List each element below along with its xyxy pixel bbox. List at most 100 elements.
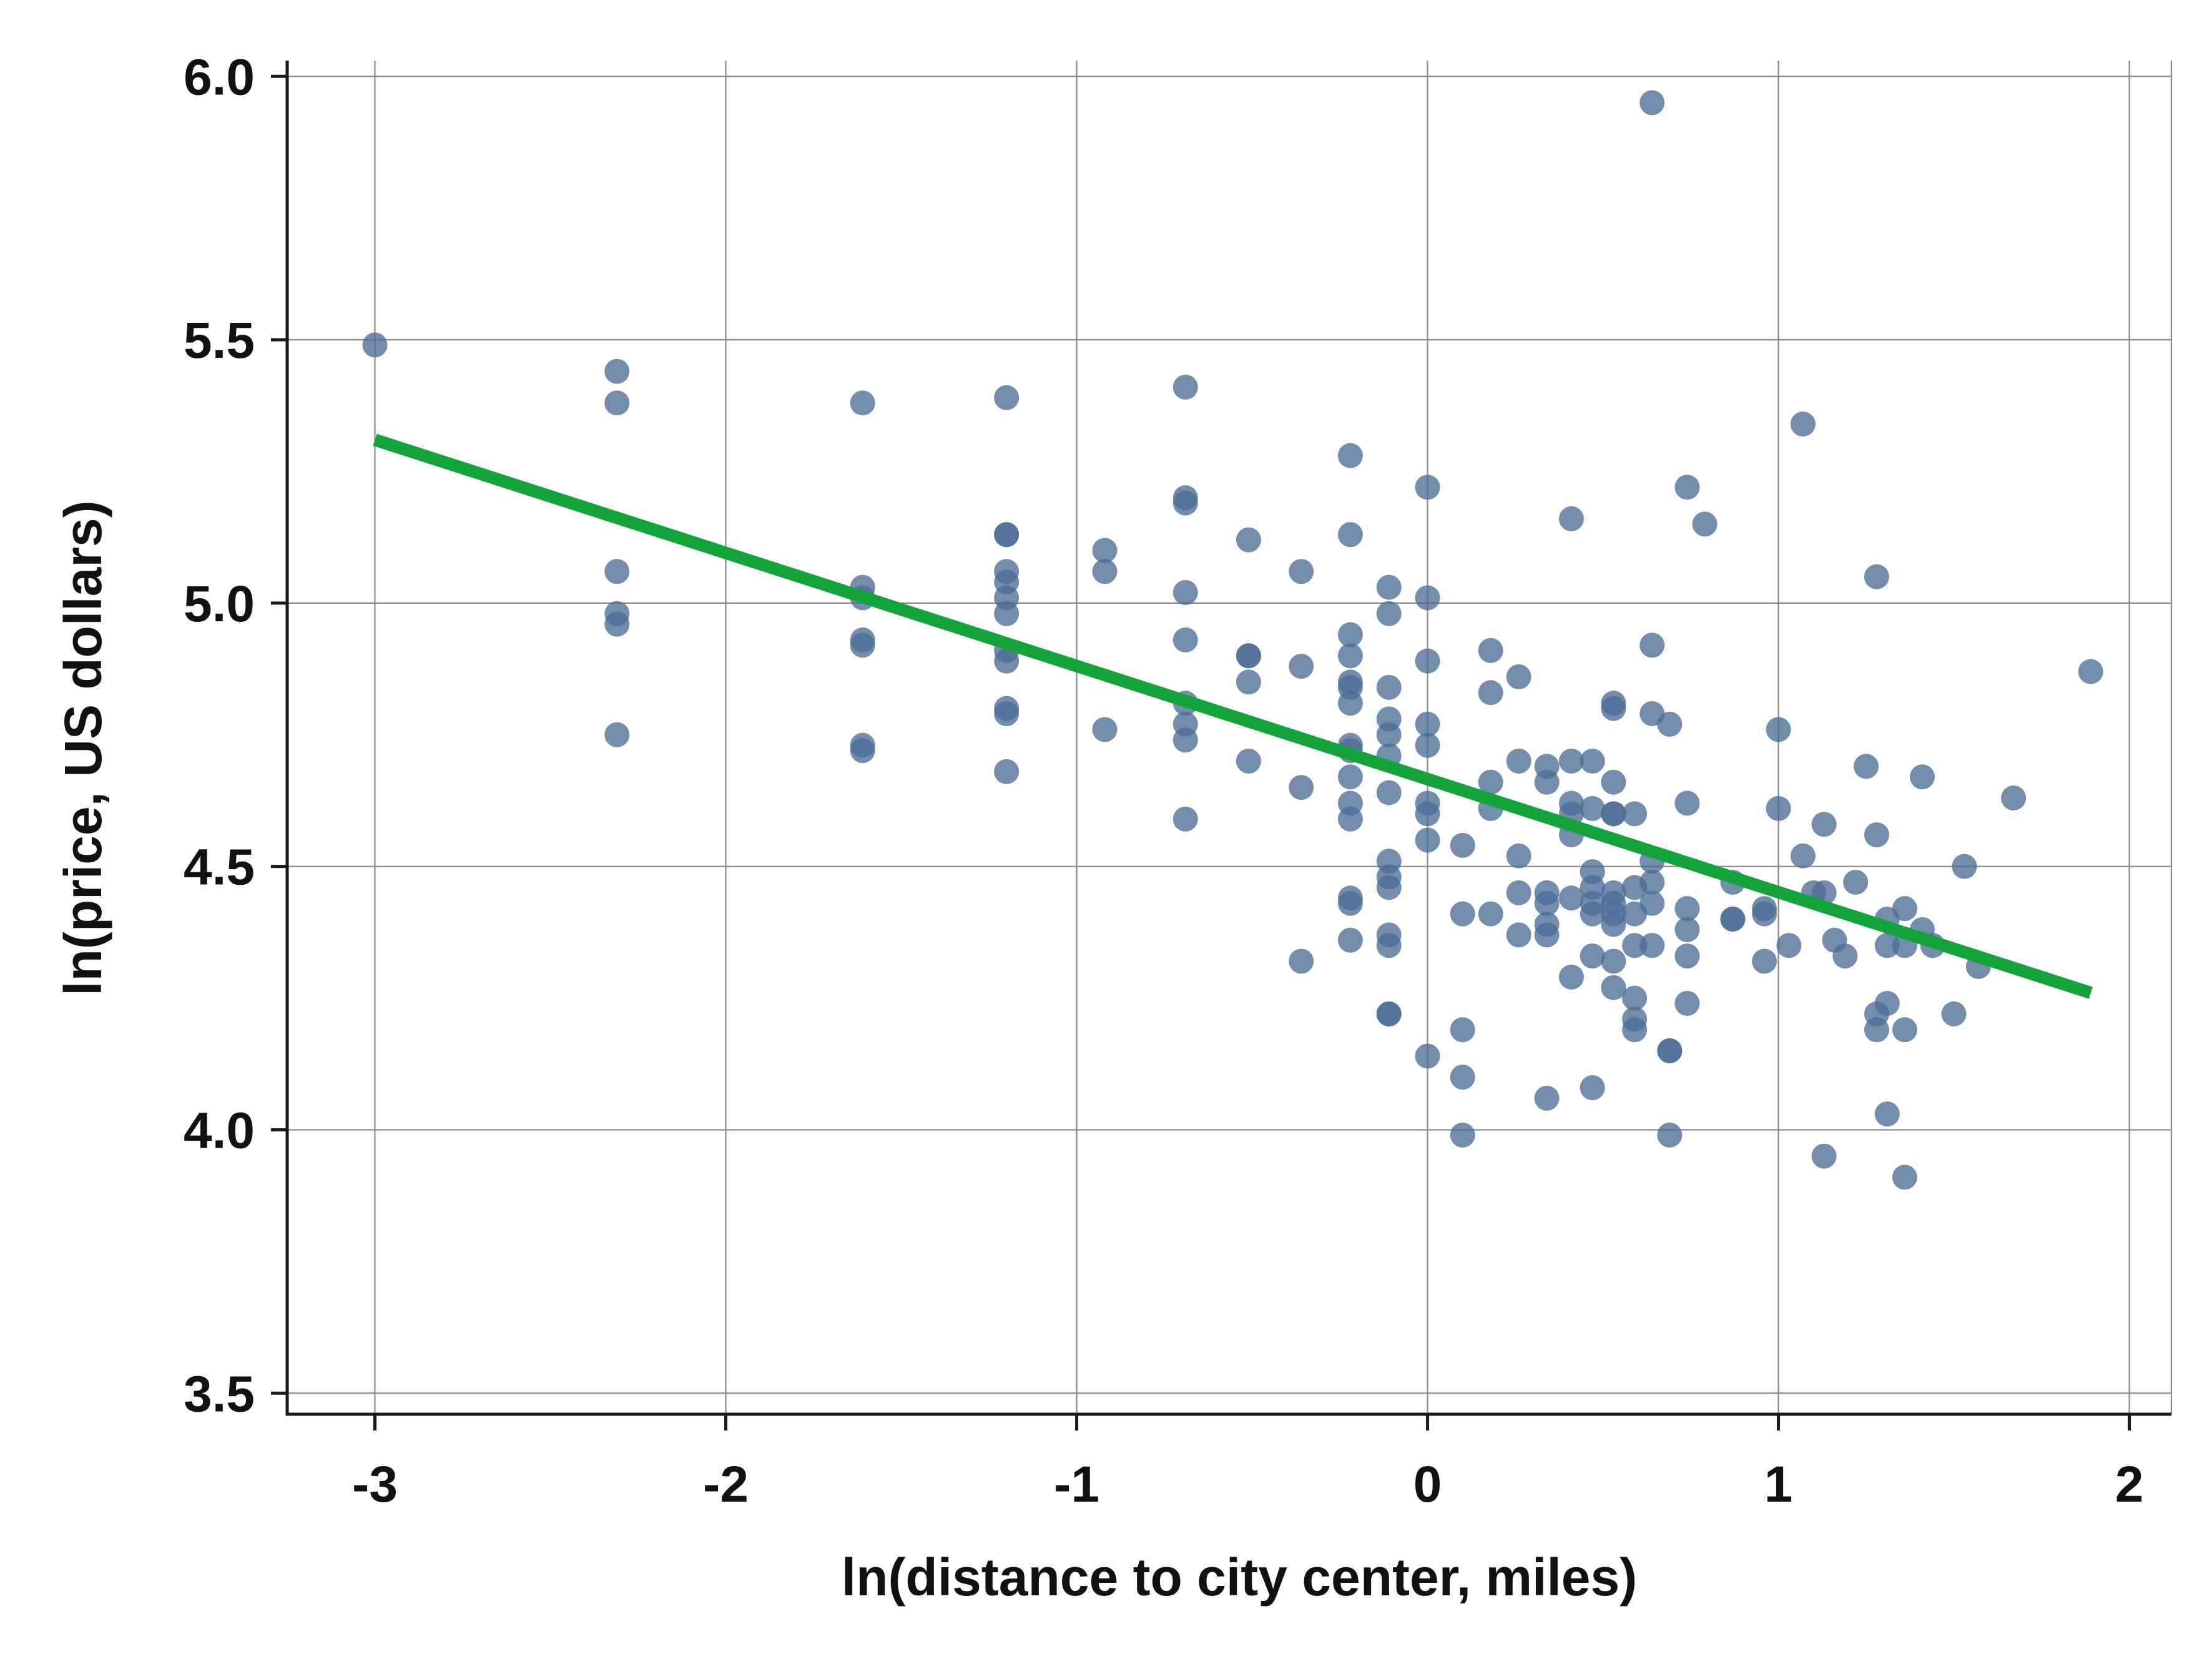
data-point: [1874, 991, 1900, 1017]
data-point: [362, 332, 388, 358]
data-point: [1766, 717, 1791, 742]
data-point: [1172, 627, 1198, 652]
data-point: [994, 522, 1020, 548]
data-point: [994, 601, 1020, 626]
data-point: [1450, 1122, 1475, 1148]
data-point: [1506, 843, 1531, 869]
y-axis-title: ln(price, US dollars): [54, 500, 112, 996]
data-point: [850, 738, 875, 764]
data-point: [1639, 633, 1665, 658]
regression-line-group: [373, 433, 2093, 999]
x-tick-label: -1: [1054, 1456, 1099, 1513]
data-point: [1478, 769, 1503, 795]
data-point: [994, 648, 1020, 674]
data-point: [1337, 522, 1363, 548]
data-point: [1172, 727, 1198, 753]
data-point: [1289, 559, 1314, 584]
data-point: [1580, 901, 1605, 927]
data-point: [1639, 869, 1665, 895]
data-point: [1506, 880, 1531, 905]
data-points: [362, 90, 2103, 1190]
data-point: [1811, 812, 1837, 837]
data-point: [1337, 622, 1363, 647]
data-point: [1580, 1075, 1605, 1100]
y-tick-label: 3.5: [184, 1366, 255, 1422]
data-point: [994, 701, 1020, 727]
data-point: [1766, 795, 1791, 821]
x-tick-label: 2: [2115, 1456, 2144, 1513]
data-point: [1478, 638, 1503, 663]
data-point: [994, 759, 1020, 784]
data-point: [1172, 375, 1198, 400]
data-point: [1236, 748, 1261, 774]
data-point: [1580, 748, 1605, 774]
data-point: [1092, 717, 1118, 742]
y-tick-label: 4.5: [184, 839, 255, 896]
data-point: [1506, 922, 1531, 948]
axes: [271, 61, 2171, 1430]
grid: [287, 61, 2173, 1414]
data-point: [1874, 1101, 1900, 1127]
data-point: [1534, 890, 1560, 916]
data-point: [1506, 748, 1531, 774]
data-point: [1752, 948, 1777, 974]
data-point: [2001, 785, 2027, 811]
data-point: [1601, 801, 1626, 827]
data-point: [1811, 1143, 1837, 1169]
data-point: [1376, 875, 1402, 900]
data-point: [1601, 769, 1626, 795]
data-point: [1376, 1001, 1402, 1026]
data-point: [1450, 1065, 1475, 1090]
data-point: [1478, 680, 1503, 706]
data-point: [1874, 933, 1900, 958]
data-point: [1558, 964, 1584, 990]
data-point: [604, 390, 630, 416]
data-point: [1601, 696, 1626, 721]
data-point: [1172, 580, 1198, 606]
data-point: [1337, 643, 1363, 669]
data-point: [1639, 933, 1665, 958]
data-point: [1622, 933, 1648, 958]
data-point: [1478, 901, 1503, 927]
data-point: [1506, 664, 1531, 689]
data-point: [1720, 907, 1746, 932]
data-point: [1674, 790, 1700, 816]
x-axis-title: ln(distance to city center, miles): [842, 1548, 1637, 1607]
data-point: [1892, 896, 1917, 922]
data-point: [1941, 1001, 1967, 1026]
data-point: [1790, 411, 1816, 437]
data-point: [1376, 574, 1402, 600]
x-tick-label: -2: [703, 1456, 749, 1513]
data-point: [1952, 854, 1977, 879]
data-point: [994, 385, 1020, 410]
data-point: [1337, 890, 1363, 916]
data-point: [1776, 933, 1802, 958]
y-tick-label: 5.0: [184, 576, 255, 633]
data-point: [1864, 1017, 1889, 1043]
data-point: [1752, 901, 1777, 927]
data-point: [1337, 764, 1363, 790]
data-point: [1674, 475, 1700, 500]
data-point: [1236, 527, 1261, 553]
y-tick-label: 5.5: [184, 312, 255, 369]
x-tick-label: 1: [1764, 1456, 1793, 1513]
data-point: [1580, 943, 1605, 969]
data-point: [1376, 674, 1402, 700]
data-point: [1674, 991, 1700, 1017]
data-point: [850, 633, 875, 658]
data-point: [1450, 832, 1475, 858]
data-point: [1674, 896, 1700, 922]
data-point: [1415, 648, 1440, 674]
data-point: [604, 611, 630, 637]
tick-labels: -3 -2 -1 0 1 2 3.5 4.0 4.5 5.0 5.5 6.0: [184, 49, 2143, 1513]
data-point: [1674, 917, 1700, 942]
data-point: [1337, 806, 1363, 832]
data-point: [1450, 1017, 1475, 1043]
data-point: [1236, 669, 1261, 695]
data-point: [1657, 1122, 1683, 1148]
y-tick-label: 6.0: [184, 49, 255, 106]
data-point: [1601, 912, 1626, 937]
data-point: [1639, 890, 1665, 916]
data-point: [1450, 901, 1475, 927]
